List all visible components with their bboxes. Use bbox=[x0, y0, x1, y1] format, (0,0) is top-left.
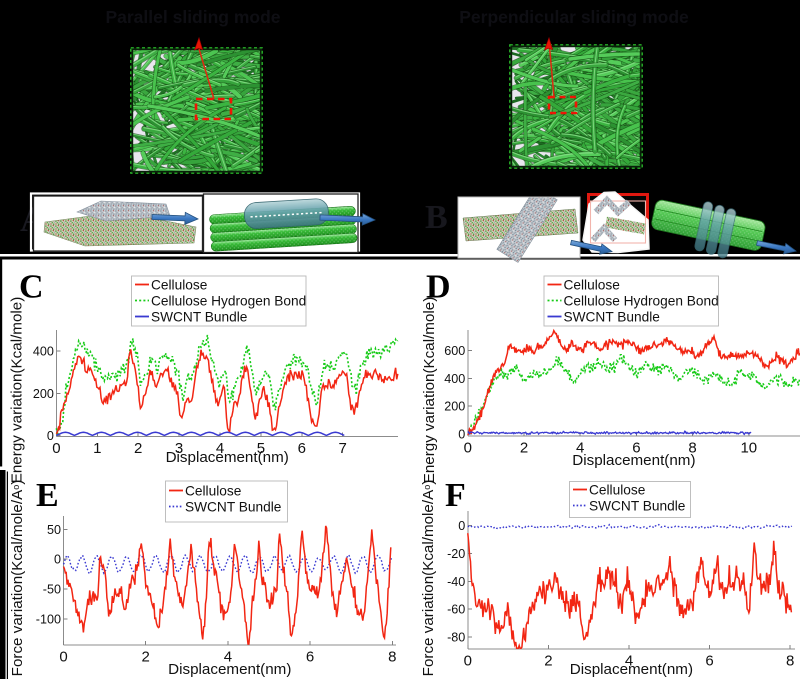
svg-text:6: 6 bbox=[306, 649, 314, 666]
svg-text:1: 1 bbox=[93, 440, 101, 457]
svg-text:6: 6 bbox=[298, 440, 306, 457]
svg-text:Displacement(nm): Displacement(nm) bbox=[570, 661, 693, 678]
svg-text:8: 8 bbox=[688, 440, 696, 457]
svg-text:6: 6 bbox=[705, 653, 713, 670]
svg-text:10: 10 bbox=[740, 440, 757, 457]
svg-text:4: 4 bbox=[625, 653, 633, 670]
svg-text:-80: -80 bbox=[447, 631, 465, 645]
svg-text:4: 4 bbox=[224, 649, 232, 666]
svg-text:0: 0 bbox=[54, 553, 61, 567]
svg-text:Perpendicular sliding mode: Perpendicular sliding mode bbox=[459, 7, 689, 27]
svg-text:Cellulose Hydrogen Bond: Cellulose Hydrogen Bond bbox=[151, 294, 306, 309]
svg-text:4: 4 bbox=[576, 440, 584, 457]
svg-text:4: 4 bbox=[216, 440, 224, 457]
svg-text:0: 0 bbox=[59, 649, 67, 666]
svg-text:SWCNT Bundle: SWCNT Bundle bbox=[589, 499, 685, 514]
svg-text:0: 0 bbox=[464, 440, 472, 457]
svg-text:8: 8 bbox=[388, 649, 396, 666]
svg-text:2: 2 bbox=[142, 649, 150, 666]
svg-text:B: B bbox=[425, 199, 448, 236]
svg-text:Displacement(nm): Displacement(nm) bbox=[166, 449, 289, 466]
svg-text:F: F bbox=[445, 477, 466, 514]
svg-text:2: 2 bbox=[544, 653, 552, 670]
svg-text:0: 0 bbox=[52, 440, 60, 457]
svg-text:600: 600 bbox=[444, 344, 465, 358]
svg-text:0: 0 bbox=[458, 519, 465, 533]
svg-text:SWCNT Bundle: SWCNT Bundle bbox=[185, 500, 281, 515]
svg-text:2: 2 bbox=[134, 440, 142, 457]
svg-text:-20: -20 bbox=[447, 547, 465, 561]
svg-text:SWCNT Bundle: SWCNT Bundle bbox=[151, 310, 247, 325]
svg-text:Displacement(nm): Displacement(nm) bbox=[572, 452, 695, 469]
svg-text:Cellulose: Cellulose bbox=[151, 278, 207, 293]
svg-text:SWCNT Bundle: SWCNT Bundle bbox=[564, 310, 660, 325]
svg-text:0: 0 bbox=[464, 653, 472, 670]
svg-text:Energy variation(Kcal/mole): Energy variation(Kcal/mole) bbox=[421, 297, 438, 484]
svg-text:0: 0 bbox=[47, 429, 54, 443]
svg-text:-50: -50 bbox=[43, 583, 61, 597]
svg-text:5: 5 bbox=[257, 440, 265, 457]
svg-text:Force variation(Kcal/mole/Ao): Force variation(Kcal/mole/Ao) bbox=[420, 480, 437, 677]
svg-text:400: 400 bbox=[444, 372, 465, 386]
svg-text:6: 6 bbox=[632, 440, 640, 457]
svg-text:Cellulose: Cellulose bbox=[185, 484, 241, 499]
svg-text:-100: -100 bbox=[36, 612, 61, 626]
svg-text:2: 2 bbox=[520, 440, 528, 457]
svg-text:400: 400 bbox=[33, 345, 54, 359]
svg-text:50: 50 bbox=[47, 523, 61, 537]
svg-text:-40: -40 bbox=[447, 575, 465, 589]
svg-text:Cellulose: Cellulose bbox=[589, 483, 645, 498]
svg-text:Displacement(nm): Displacement(nm) bbox=[168, 661, 291, 678]
svg-text:C: C bbox=[19, 269, 44, 306]
svg-text:E: E bbox=[36, 477, 59, 514]
svg-text:0: 0 bbox=[458, 428, 465, 442]
svg-text:8: 8 bbox=[786, 653, 794, 670]
svg-text:3: 3 bbox=[175, 440, 183, 457]
svg-text:Cellulose Hydrogen Bond: Cellulose Hydrogen Bond bbox=[564, 294, 719, 309]
svg-text:200: 200 bbox=[33, 387, 54, 401]
svg-text:Energy variation(Kcal/mole): Energy variation(Kcal/mole) bbox=[9, 297, 26, 484]
svg-text:Parallel sliding mode: Parallel sliding mode bbox=[105, 7, 280, 27]
svg-text:-60: -60 bbox=[447, 603, 465, 617]
svg-text:D: D bbox=[426, 269, 451, 306]
svg-text:200: 200 bbox=[444, 400, 465, 414]
svg-text:Cellulose: Cellulose bbox=[564, 278, 620, 293]
svg-text:Force variation(Kcal/mole/Ao): Force variation(Kcal/mole/Ao) bbox=[9, 480, 26, 677]
svg-text:7: 7 bbox=[339, 440, 347, 457]
